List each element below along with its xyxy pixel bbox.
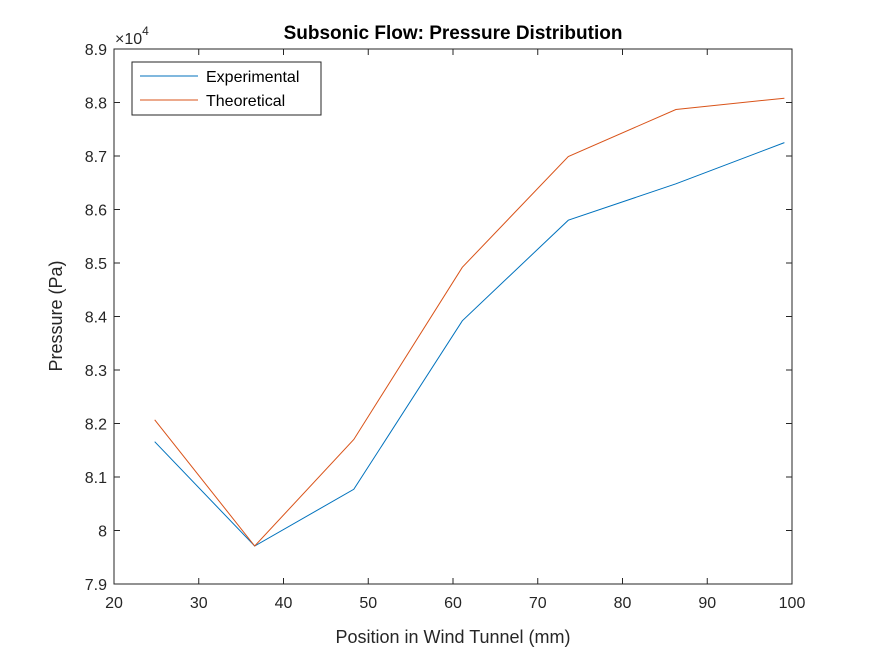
x-tick-label: 50 — [359, 595, 377, 612]
y-exponent-label: ×104 — [115, 24, 149, 48]
legend: Experimental Theoretical — [131, 61, 322, 116]
x-axis-label: Position in Wind Tunnel (mm) — [335, 627, 570, 647]
series-lines — [154, 97, 785, 547]
x-tick-label: 20 — [105, 595, 123, 612]
x-tick-label: 30 — [190, 595, 208, 612]
y-tick-label: 8.4 — [85, 310, 107, 327]
x-tick-label: 40 — [275, 595, 293, 612]
y-tick-label: 8.1 — [85, 470, 107, 487]
y-tick-label: 8.8 — [85, 96, 107, 113]
y-tick-label: 8.2 — [85, 417, 107, 434]
y-tick-label: 8.5 — [85, 256, 107, 273]
y-tick-label: 8.9 — [85, 42, 107, 59]
y-tick-label: 8.3 — [85, 363, 107, 380]
series-line-theoretical — [154, 97, 785, 547]
legend-box — [131, 61, 322, 116]
plot-area — [113, 48, 793, 585]
y-tick-label: 8.6 — [85, 203, 107, 220]
axis-ticks: 20 30 40 50 60 70 80 90 100 7.9 8 8.1 8.2 8.3 8.4 8.5 8.… — [85, 42, 806, 612]
legend-label-theoretical: Theoretical — [206, 93, 285, 110]
x-tick-label: 100 — [779, 595, 806, 612]
y-exponent-base: ×10 — [115, 31, 142, 48]
y-exponent-power: 4 — [142, 24, 149, 38]
legend-label-experimental: Experimental — [206, 69, 299, 86]
x-tick-label: 70 — [529, 595, 547, 612]
x-tick-label: 90 — [698, 595, 716, 612]
y-tick-label: 8.7 — [85, 149, 107, 166]
x-tick-label: 60 — [444, 595, 462, 612]
x-tick-label: 80 — [614, 595, 632, 612]
y-axis-label: Pressure (Pa) — [46, 260, 66, 371]
y-tick-label: 7.9 — [85, 577, 107, 594]
chart-title: Subsonic Flow: Pressure Distribution — [284, 23, 623, 44]
y-tick-label: 8 — [98, 524, 107, 541]
